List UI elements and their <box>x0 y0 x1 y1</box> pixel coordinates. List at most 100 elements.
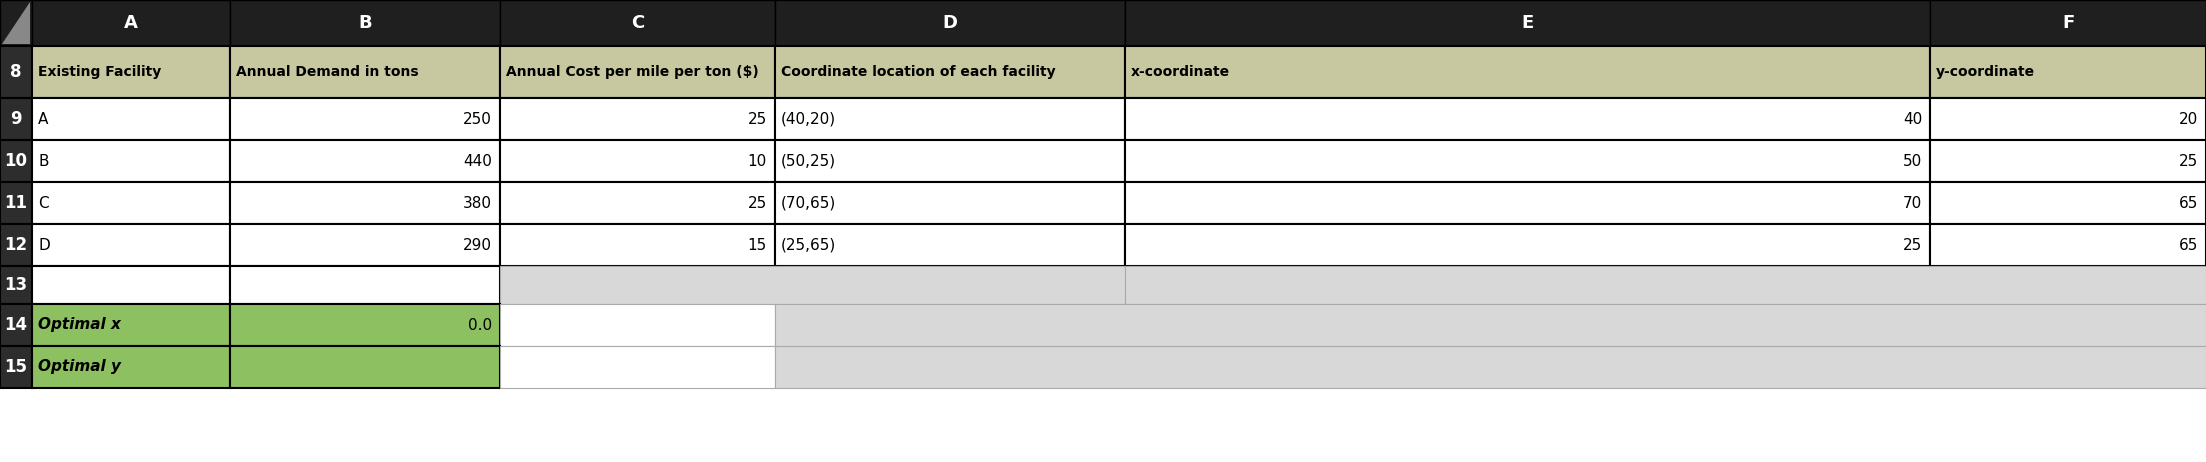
Bar <box>1930 46 2206 98</box>
Text: 25: 25 <box>2180 153 2197 169</box>
Bar <box>774 304 2206 346</box>
Text: Existing Facility: Existing Facility <box>38 65 161 79</box>
Text: B: B <box>357 14 373 32</box>
Bar <box>229 346 501 388</box>
Bar <box>0 140 33 182</box>
Bar <box>33 266 229 304</box>
Text: D: D <box>38 237 51 253</box>
Text: 25: 25 <box>748 195 768 211</box>
Bar <box>33 98 229 140</box>
Text: x-coordinate: x-coordinate <box>1132 65 1231 79</box>
Bar <box>229 266 501 304</box>
Bar <box>501 46 774 98</box>
Bar <box>774 98 1125 140</box>
Text: y-coordinate: y-coordinate <box>1937 65 2036 79</box>
Bar <box>501 0 774 46</box>
Bar <box>0 182 33 224</box>
Bar <box>774 140 1125 182</box>
Text: (25,65): (25,65) <box>781 237 836 253</box>
Bar <box>33 46 229 98</box>
Bar <box>1930 140 2206 182</box>
Bar <box>1125 140 1930 182</box>
Bar <box>774 182 1125 224</box>
Bar <box>229 182 501 224</box>
Bar <box>33 182 229 224</box>
Bar <box>33 140 229 182</box>
Bar <box>33 0 229 46</box>
Bar <box>229 304 501 346</box>
Bar <box>1930 224 2206 266</box>
Bar <box>501 346 774 388</box>
Text: Annual Cost per mile per ton ($): Annual Cost per mile per ton ($) <box>505 65 759 79</box>
Bar <box>0 304 33 346</box>
Text: 25: 25 <box>1904 237 1921 253</box>
Bar <box>0 0 33 46</box>
Bar <box>1125 98 1930 140</box>
Text: C: C <box>38 195 49 211</box>
Text: 10: 10 <box>4 152 26 170</box>
Text: 290: 290 <box>463 237 492 253</box>
Polygon shape <box>2 2 31 44</box>
Text: F: F <box>2063 14 2074 32</box>
Bar <box>774 224 1125 266</box>
Text: E: E <box>1522 14 1533 32</box>
Text: 440: 440 <box>463 153 492 169</box>
Bar <box>33 224 229 266</box>
Text: (70,65): (70,65) <box>781 195 836 211</box>
Text: D: D <box>942 14 957 32</box>
Text: B: B <box>38 153 49 169</box>
Text: Optimal x: Optimal x <box>38 317 121 333</box>
Bar <box>229 0 501 46</box>
Text: 12: 12 <box>4 236 26 254</box>
Bar <box>0 346 33 388</box>
Text: Optimal y: Optimal y <box>38 359 121 375</box>
Bar <box>501 304 774 346</box>
Bar <box>501 98 774 140</box>
Bar <box>33 304 229 346</box>
Text: C: C <box>631 14 644 32</box>
Text: 13: 13 <box>4 276 26 294</box>
Text: 14: 14 <box>4 316 26 334</box>
Text: 50: 50 <box>1904 153 1921 169</box>
Bar <box>1930 182 2206 224</box>
Bar <box>229 98 501 140</box>
Bar <box>229 140 501 182</box>
Text: 25: 25 <box>748 111 768 127</box>
Bar <box>501 266 1125 304</box>
Text: 9: 9 <box>11 110 22 128</box>
Text: A: A <box>124 14 139 32</box>
Text: 15: 15 <box>748 237 768 253</box>
Bar <box>501 182 774 224</box>
Bar <box>33 346 229 388</box>
Bar <box>1930 0 2206 46</box>
Bar <box>774 0 1125 46</box>
Bar <box>229 46 501 98</box>
Bar <box>1125 46 1930 98</box>
Bar <box>1125 224 1930 266</box>
Bar <box>1125 0 1930 46</box>
Bar <box>0 46 33 98</box>
Bar <box>229 224 501 266</box>
Bar <box>501 140 774 182</box>
Text: 20: 20 <box>2180 111 2197 127</box>
Text: 380: 380 <box>463 195 492 211</box>
Text: (40,20): (40,20) <box>781 111 836 127</box>
Text: 250: 250 <box>463 111 492 127</box>
Text: 70: 70 <box>1904 195 1921 211</box>
Bar <box>0 266 33 304</box>
Text: 40: 40 <box>1904 111 1921 127</box>
Bar <box>774 46 1125 98</box>
Text: 10: 10 <box>748 153 768 169</box>
Bar <box>501 224 774 266</box>
Text: Annual Demand in tons: Annual Demand in tons <box>236 65 419 79</box>
Bar <box>0 224 33 266</box>
Bar <box>1125 182 1930 224</box>
Bar <box>1930 98 2206 140</box>
Text: 8: 8 <box>11 63 22 81</box>
Bar <box>0 98 33 140</box>
Text: 0.0: 0.0 <box>468 317 492 333</box>
Text: 15: 15 <box>4 358 26 376</box>
Text: 65: 65 <box>2180 195 2197 211</box>
Text: Coordinate location of each facility: Coordinate location of each facility <box>781 65 1057 79</box>
Bar <box>774 346 2206 388</box>
